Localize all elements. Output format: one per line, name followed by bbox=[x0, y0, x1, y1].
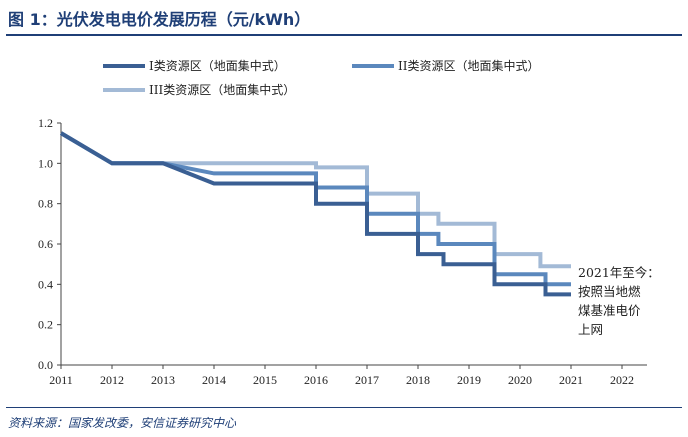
series-line-2 bbox=[59, 131, 571, 287]
x-tick-label: 2021 bbox=[559, 373, 583, 387]
y-tick-label: 0.2 bbox=[38, 318, 53, 332]
x-tick-label: 2013 bbox=[151, 373, 175, 387]
annotation-line: 上网 bbox=[578, 322, 603, 337]
series-line-1 bbox=[59, 131, 571, 297]
chart-title: 图 1：光伏发电电价发展历程（元/kWh） bbox=[8, 10, 311, 29]
legend-label-3: III类资源区（地面集中式） bbox=[149, 82, 295, 97]
x-tick-label: 2015 bbox=[253, 373, 277, 387]
x-tick-label: 2017 bbox=[355, 373, 379, 387]
chart-axes: 0.0 0.2 0.4 0.6 0.8 1.0 1.2 2011 2012 2013 2014 201… bbox=[38, 116, 647, 387]
y-tick-label: 0.6 bbox=[38, 237, 53, 251]
chart-series bbox=[59, 131, 571, 297]
y-tick-label: 0.0 bbox=[38, 358, 53, 372]
legend-label-1: I类资源区（地面集中式） bbox=[149, 58, 286, 73]
x-tick-label: 2019 bbox=[457, 373, 481, 387]
legend-label-2: II类资源区（地面集中式） bbox=[398, 58, 539, 73]
y-tick-label: 1.0 bbox=[38, 156, 53, 170]
annotation-line: 煤基准电价 bbox=[578, 303, 641, 318]
x-tick-label: 2022 bbox=[610, 373, 634, 387]
x-tick-label: 2012 bbox=[100, 373, 124, 387]
x-tick-label: 2018 bbox=[406, 373, 430, 387]
y-tick-label: 1.2 bbox=[38, 116, 53, 130]
title-divider bbox=[6, 34, 682, 36]
annotation-line: 按照当地燃 bbox=[578, 284, 641, 299]
x-tick-label: 2011 bbox=[49, 373, 73, 387]
x-tick-label: 2016 bbox=[304, 373, 328, 387]
x-tick-label: 2014 bbox=[202, 373, 226, 387]
y-tick-label: 0.8 bbox=[38, 197, 53, 211]
annotation-line: 2021年至今： bbox=[578, 265, 660, 280]
x-tick-label: 2020 bbox=[508, 373, 532, 387]
source-divider bbox=[6, 407, 682, 408]
series-line-3 bbox=[59, 131, 571, 269]
source-note: 资料来源：国家发改委，安信证券研究中心 bbox=[8, 416, 237, 430]
y-tick-label: 0.4 bbox=[38, 277, 53, 291]
chart-legend: I类资源区（地面集中式） II类资源区（地面集中式） III类资源区（地面集中式） bbox=[103, 58, 539, 97]
